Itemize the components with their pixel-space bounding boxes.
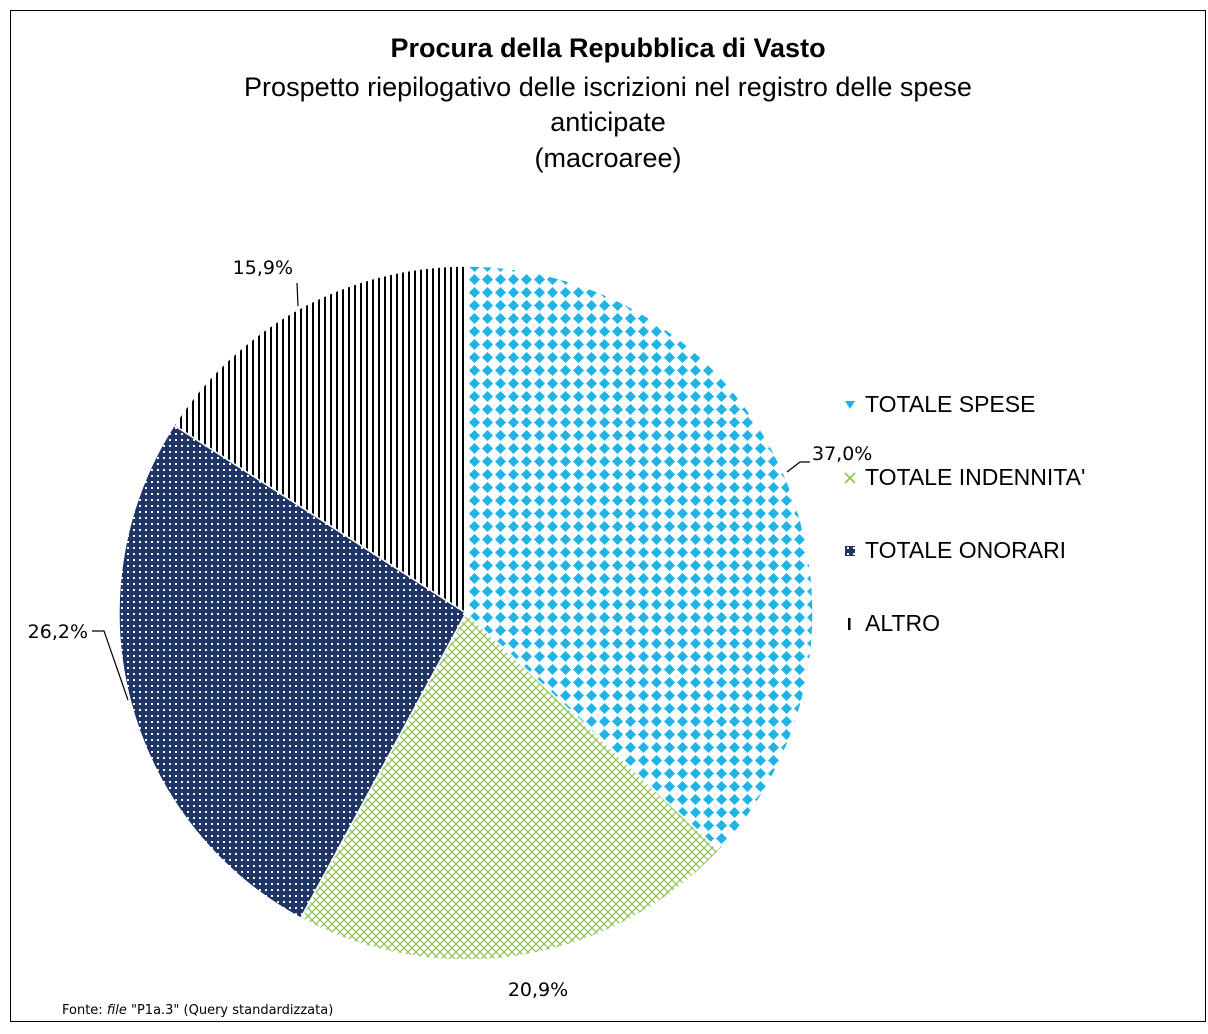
legend-label-altro: ALTRO: [865, 610, 940, 636]
data-label-totale-indennita: 20,9%: [508, 979, 568, 1001]
legend-item-totale-onorari: TOTALE ONORARI: [845, 537, 1066, 563]
data-label-totale-spese: 37,0%: [812, 443, 872, 465]
chart-title: Procura della Repubblica di Vasto: [390, 33, 826, 63]
legend-item-totale-indennita: TOTALE INDENNITA': [844, 464, 1085, 490]
legend-swatch-totale-indennita: [844, 472, 856, 484]
chart-subtitle-line-3: (macroaree): [534, 143, 682, 173]
legend-swatch-totale-onorari: [845, 546, 855, 556]
pie-slice-totale-indennita: [299, 611, 721, 961]
leader-line-altro: [296, 282, 299, 307]
leader-line-totale-spese: [786, 461, 810, 473]
pie-slice-totale-spese: [465, 265, 814, 852]
source-note: Fonte: file "P1a.3" (Query standardizzat…: [62, 1003, 333, 1018]
legend-label-totale-indennita: TOTALE INDENNITA': [865, 464, 1085, 490]
legend-swatch-totale-spese: [845, 401, 855, 409]
data-label-altro: 15,9%: [233, 257, 293, 279]
legend-swatch-altro: [848, 618, 851, 630]
legend-item-altro: ALTRO: [848, 610, 940, 636]
leader-line-totale-onorari: [92, 630, 129, 701]
legend-label-totale-spese: TOTALE SPESE: [865, 391, 1035, 417]
source-prefix: Fonte:: [62, 1003, 107, 1018]
source-rest: "P1a.3" (Query standardizzata): [126, 1003, 334, 1018]
chart-subtitle-line-1: Prospetto riepilogativo delle iscrizioni…: [244, 72, 972, 102]
chart-subtitle-line-2: anticipate: [550, 107, 666, 137]
source-file-word: file: [106, 1003, 127, 1018]
pie-slice-altro: [173, 265, 467, 615]
data-label-totale-onorari: 26,2%: [28, 621, 88, 643]
legend-label-totale-onorari: TOTALE ONORARI: [865, 537, 1066, 563]
legend-item-totale-spese: TOTALE SPESE: [845, 391, 1035, 417]
pie-slice-totale-onorari: [118, 424, 467, 920]
